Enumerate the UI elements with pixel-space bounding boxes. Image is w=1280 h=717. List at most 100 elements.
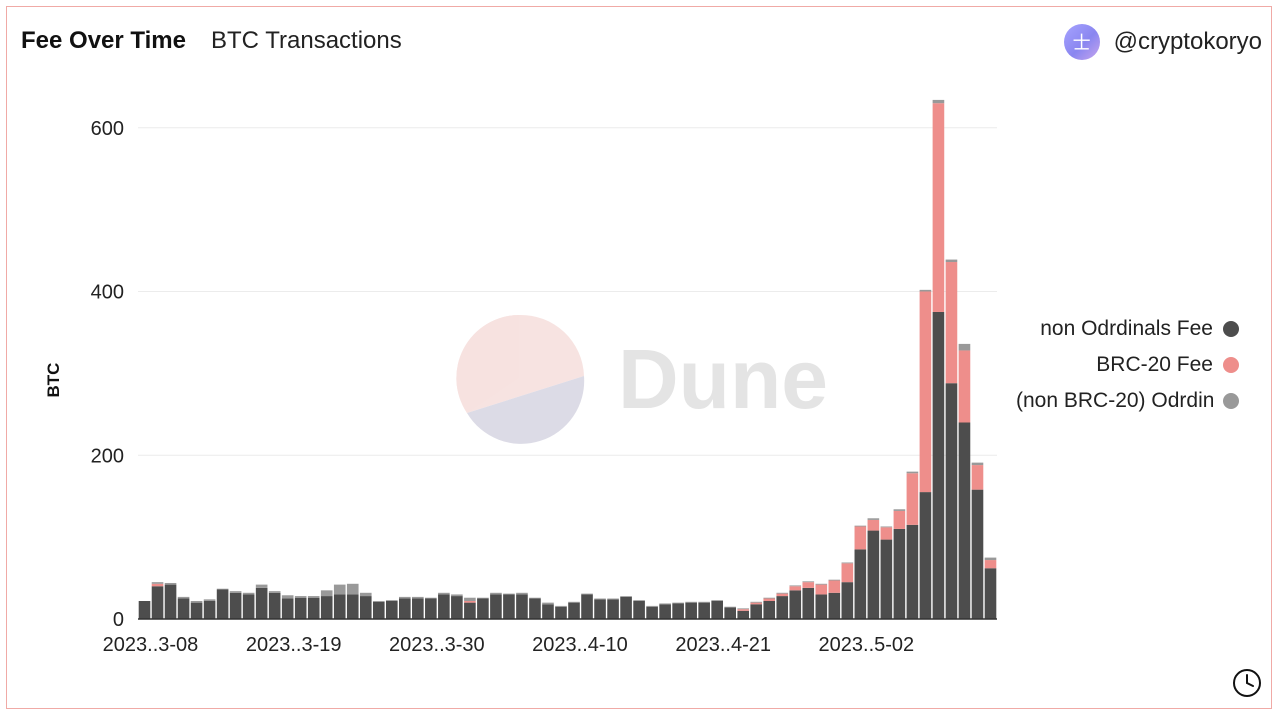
bar-segment-non-ordinals[interactable]: [841, 582, 854, 619]
bar-segment-non-brc20-ordinals[interactable]: [190, 600, 203, 603]
bar-segment-non-ordinals[interactable]: [620, 596, 632, 619]
bar-segment-non-brc20-ordinals[interactable]: [177, 596, 190, 599]
bar-segment-non-brc20-ordinals[interactable]: [307, 596, 320, 598]
bar-segment-non-ordinals[interactable]: [412, 598, 424, 619]
bar-segment-non-brc20-ordinals[interactable]: [385, 600, 398, 601]
bar-segment-non-brc20-ordinals[interactable]: [607, 598, 619, 600]
bar-segment-non-ordinals[interactable]: [490, 594, 502, 619]
bar-segment-non-brc20-ordinals[interactable]: [750, 601, 763, 603]
bar-segment-non-brc20-ordinals[interactable]: [516, 592, 528, 595]
bar-segment-non-brc20-ordinals[interactable]: [216, 588, 229, 590]
bar-segment-non-brc20-ordinals[interactable]: [594, 598, 606, 600]
bar-segment-non-ordinals[interactable]: [685, 602, 697, 620]
bar-segment-non-ordinals[interactable]: [255, 587, 268, 619]
bar-segment-non-brc20-ordinals[interactable]: [555, 605, 567, 607]
bar-segment-non-ordinals[interactable]: [971, 489, 984, 619]
bar-segment-non-ordinals[interactable]: [906, 524, 919, 619]
bar-segment-brc20[interactable]: [828, 580, 841, 593]
bar-segment-brc20[interactable]: [815, 584, 828, 595]
bar-segment-brc20[interactable]: [763, 598, 776, 601]
bar-segment-non-brc20-ordinals[interactable]: [724, 606, 736, 608]
bar-segment-non-brc20-ordinals[interactable]: [789, 585, 802, 587]
bar-segment-non-ordinals[interactable]: [203, 600, 216, 619]
bar-segment-non-ordinals[interactable]: [216, 589, 229, 619]
avatar[interactable]: 士: [1063, 24, 1100, 60]
bar-segment-non-brc20-ordinals[interactable]: [932, 99, 945, 104]
bar-segment-non-brc20-ordinals[interactable]: [672, 602, 684, 604]
bar-segment-non-ordinals[interactable]: [594, 599, 606, 619]
bar-segment-brc20[interactable]: [789, 586, 802, 591]
bar-segment-non-brc20-ordinals[interactable]: [711, 600, 723, 601]
bar-segment-non-brc20-ordinals[interactable]: [737, 608, 750, 610]
bar-segment-brc20[interactable]: [919, 291, 932, 493]
bar-segment-non-ordinals[interactable]: [776, 596, 789, 619]
bar-segment-non-brc20-ordinals[interactable]: [802, 581, 815, 583]
bar-segment-brc20[interactable]: [984, 560, 997, 569]
bar-segment-non-brc20-ordinals[interactable]: [893, 509, 906, 511]
bar-segment-non-ordinals[interactable]: [333, 594, 346, 619]
bar-segment-non-brc20-ordinals[interactable]: [438, 592, 450, 595]
bar-segment-brc20[interactable]: [776, 593, 789, 597]
bar-segment-non-brc20-ordinals[interactable]: [229, 591, 242, 593]
bar-segment-non-ordinals[interactable]: [425, 598, 437, 619]
bar-segment-brc20[interactable]: [737, 609, 750, 611]
bar-segment-non-ordinals[interactable]: [438, 594, 450, 619]
bar-segment-non-ordinals[interactable]: [281, 598, 294, 619]
bar-segment-non-ordinals[interactable]: [294, 597, 307, 619]
bar-segment-non-ordinals[interactable]: [633, 600, 645, 619]
bar-segment-non-brc20-ordinals[interactable]: [971, 462, 984, 466]
bar-segment-brc20[interactable]: [893, 510, 906, 529]
bar-segment-non-ordinals[interactable]: [958, 422, 971, 620]
bar-segment-non-brc20-ordinals[interactable]: [399, 596, 411, 599]
bar-segment-brc20[interactable]: [841, 563, 854, 583]
bar-segment-non-ordinals[interactable]: [672, 603, 684, 619]
bar-segment-non-brc20-ordinals[interactable]: [464, 597, 476, 601]
bar-segment-non-brc20-ordinals[interactable]: [815, 583, 828, 585]
bar-segment-non-brc20-ordinals[interactable]: [958, 343, 971, 351]
bar-segment-non-ordinals[interactable]: [763, 600, 776, 619]
bar-segment-non-brc20-ordinals[interactable]: [203, 599, 216, 601]
bar-segment-non-ordinals[interactable]: [711, 600, 723, 619]
bar-segment-non-ordinals[interactable]: [346, 594, 359, 619]
bar-segment-non-ordinals[interactable]: [919, 492, 932, 619]
bar-segment-non-ordinals[interactable]: [815, 594, 828, 619]
bar-segment-non-brc20-ordinals[interactable]: [372, 600, 385, 602]
bar-segment-non-ordinals[interactable]: [190, 602, 203, 620]
legend-item-brc20[interactable]: BRC-20 Fee: [1016, 347, 1256, 383]
bar-segment-non-brc20-ordinals[interactable]: [359, 592, 372, 597]
bar-segment-non-ordinals[interactable]: [945, 383, 958, 619]
bar-segment-non-ordinals[interactable]: [399, 598, 411, 619]
bar-segment-non-ordinals[interactable]: [893, 528, 906, 619]
bar-segment-non-brc20-ordinals[interactable]: [542, 602, 554, 605]
bar-segment-non-brc20-ordinals[interactable]: [841, 562, 854, 564]
author-badge[interactable]: 士 @cryptokoryo: [1063, 24, 1262, 60]
bar-segment-non-brc20-ordinals[interactable]: [633, 600, 645, 601]
bar-segment-brc20[interactable]: [854, 526, 867, 550]
legend-item-non-ordinals[interactable]: non Odrdinals Fee: [1016, 311, 1256, 347]
bar-segment-non-brc20-ordinals[interactable]: [685, 601, 697, 603]
bar-segment-non-ordinals[interactable]: [151, 586, 164, 619]
bar-segment-non-ordinals[interactable]: [307, 597, 320, 619]
bar-segment-non-ordinals[interactable]: [555, 606, 567, 619]
bar-segment-non-ordinals[interactable]: [372, 601, 385, 619]
bar-segment-non-ordinals[interactable]: [802, 587, 815, 619]
bar-segment-brc20[interactable]: [867, 519, 880, 531]
bar-segment-brc20[interactable]: [880, 527, 893, 540]
bar-segment-non-ordinals[interactable]: [138, 600, 151, 619]
bar-segment-non-ordinals[interactable]: [750, 604, 763, 619]
bar-segment-non-brc20-ordinals[interactable]: [425, 597, 437, 599]
bar-segment-non-brc20-ordinals[interactable]: [503, 593, 515, 595]
bar-segment-non-brc20-ordinals[interactable]: [581, 593, 593, 595]
bar-segment-non-ordinals[interactable]: [854, 549, 867, 619]
bar-segment-non-brc20-ordinals[interactable]: [242, 592, 255, 595]
legend-item-non-brc20-ordinals[interactable]: (non BRC-20) Odrdinals Fee: [1016, 383, 1256, 419]
bar-segment-non-brc20-ordinals[interactable]: [659, 603, 671, 605]
bar-segment-non-ordinals[interactable]: [542, 604, 554, 619]
bar-segment-non-brc20-ordinals[interactable]: [164, 582, 177, 585]
bar-segment-brc20[interactable]: [945, 262, 958, 384]
bar-segment-non-ordinals[interactable]: [177, 598, 190, 619]
bar-segment-non-ordinals[interactable]: [581, 594, 593, 619]
bar-segment-non-brc20-ordinals[interactable]: [294, 596, 307, 598]
bar-segment-non-ordinals[interactable]: [646, 606, 658, 619]
bar-segment-non-brc20-ordinals[interactable]: [906, 471, 919, 474]
